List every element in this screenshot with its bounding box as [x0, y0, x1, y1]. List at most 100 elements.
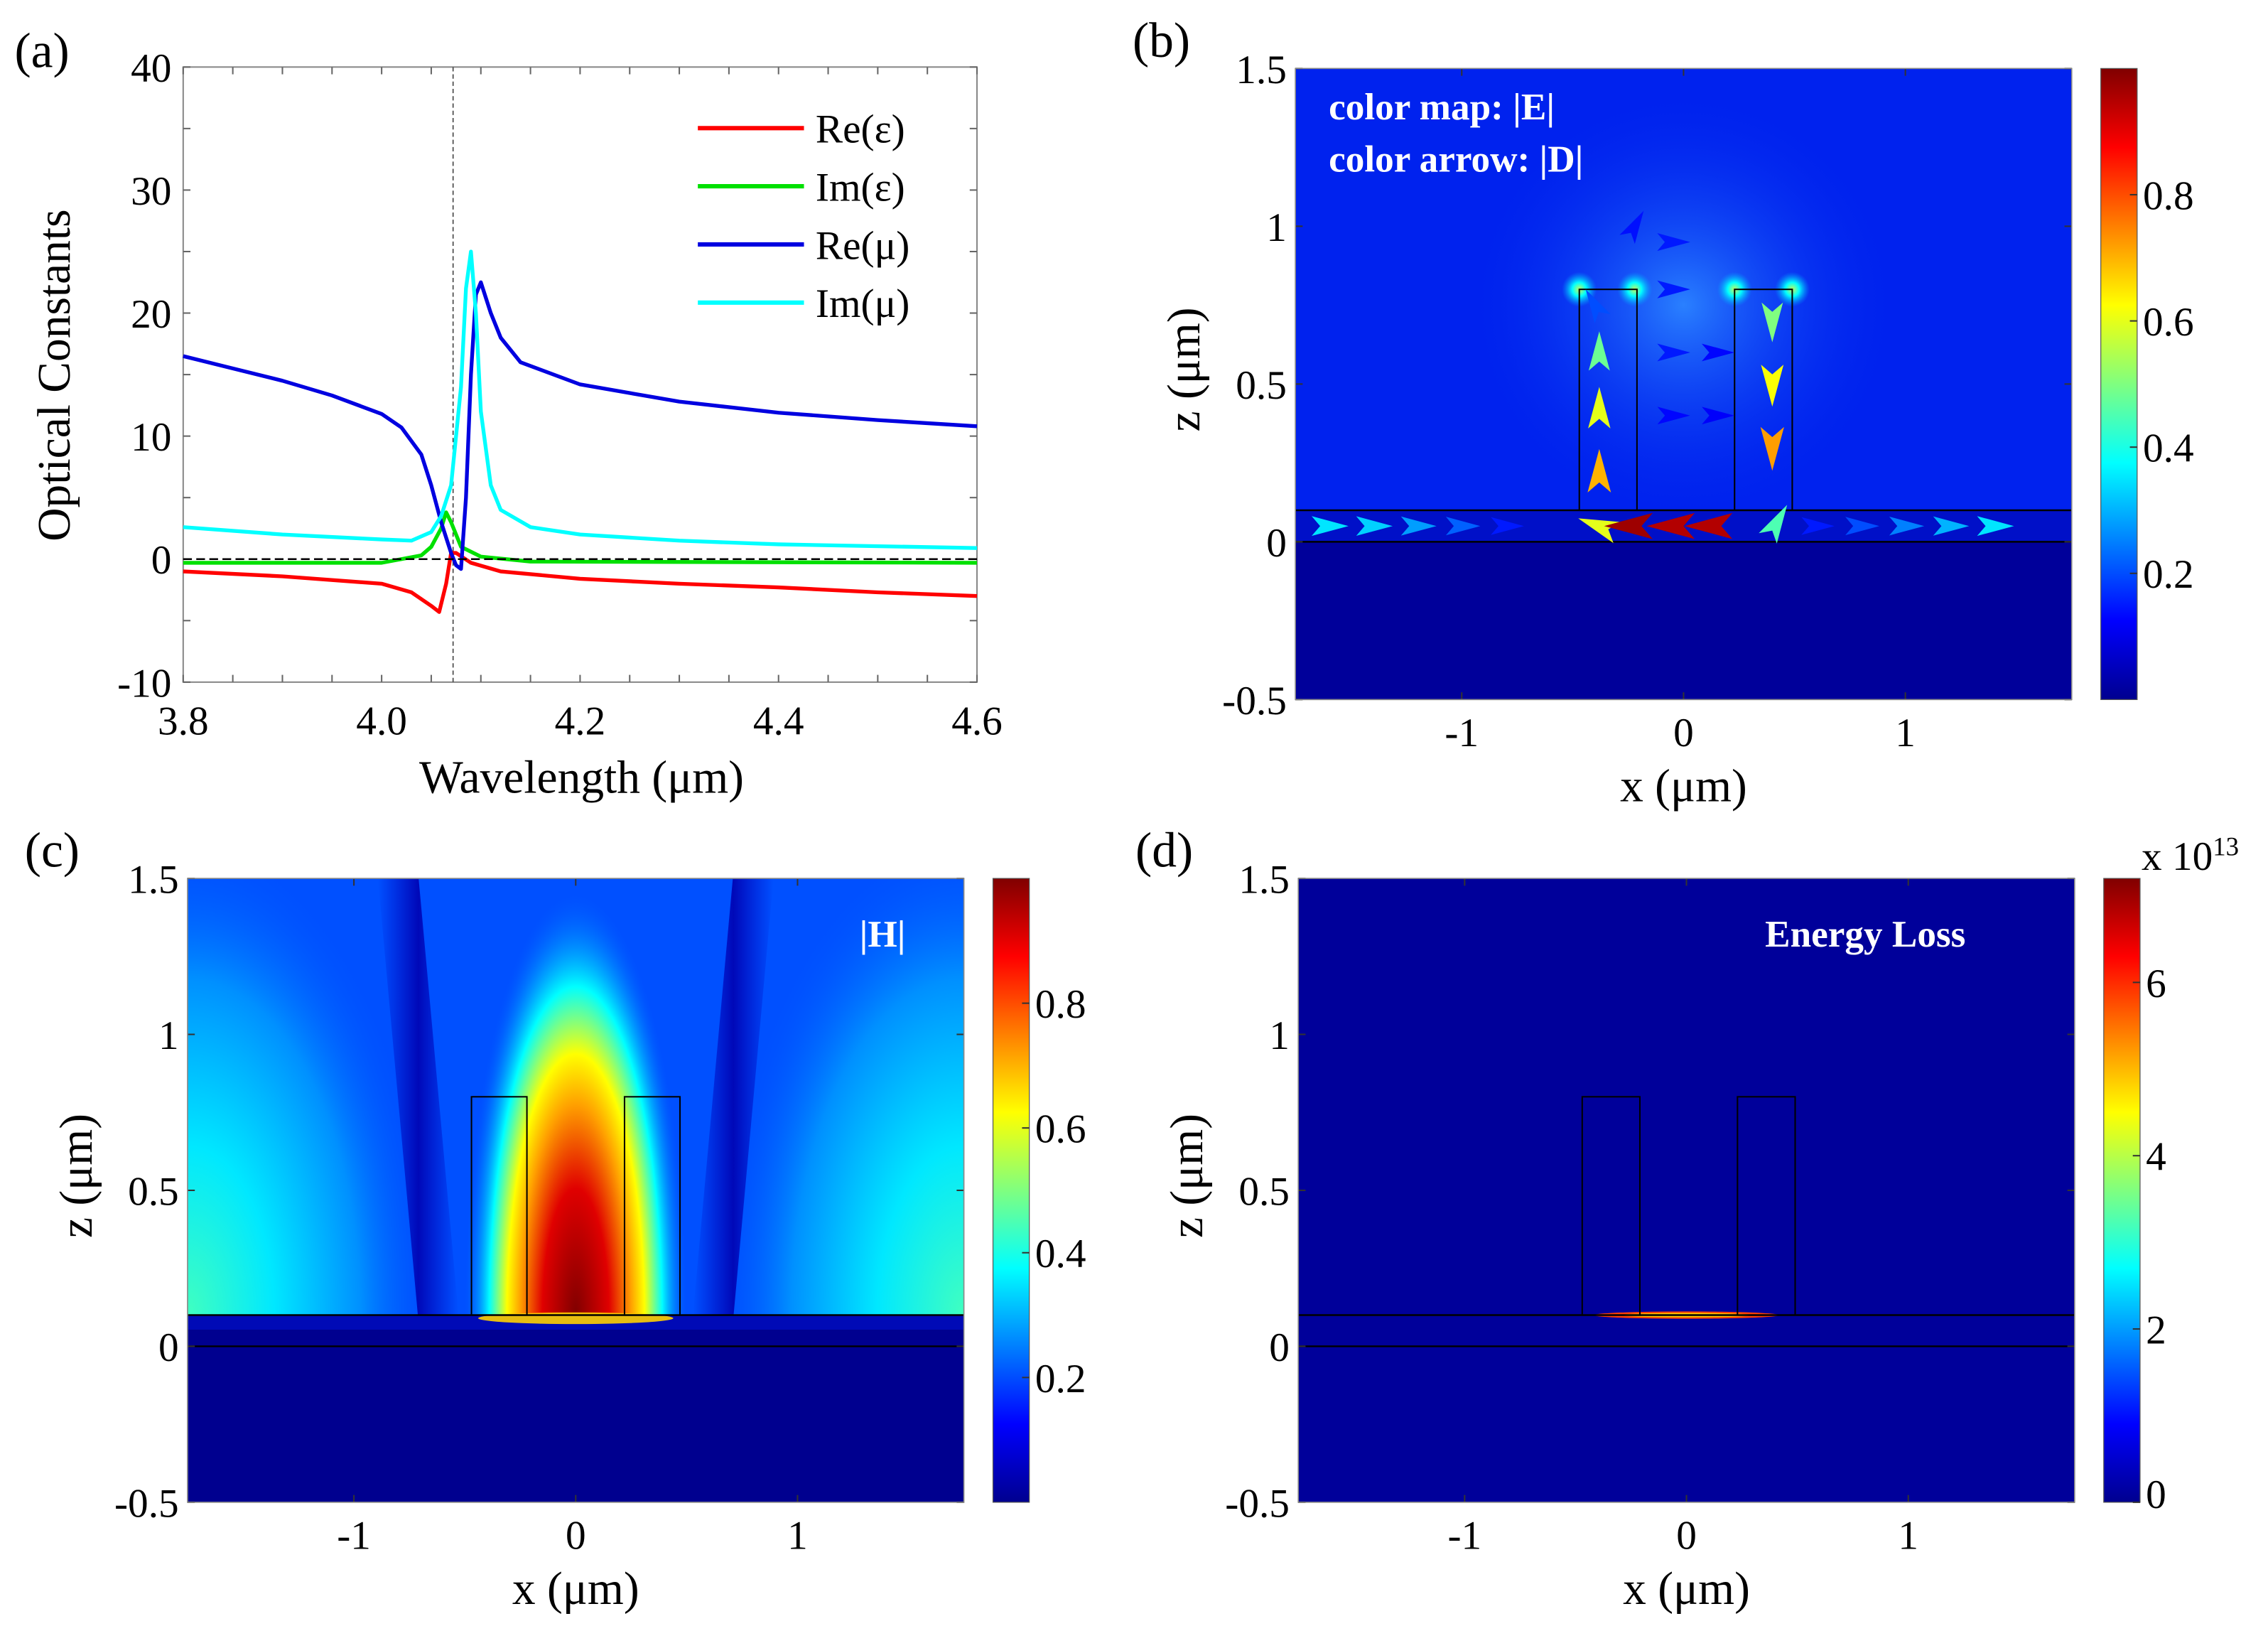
field-arrow	[1977, 516, 2014, 537]
plot-frame	[1297, 878, 2075, 1503]
field-arrow	[1587, 448, 1611, 492]
y-tick-label: 10	[131, 415, 171, 460]
y-tick-label: 1.5	[1238, 858, 1290, 903]
series-line-Re(μ)	[183, 280, 978, 571]
field-arrow	[1889, 516, 1925, 536]
colorbar-multiplier: x 1013	[2142, 831, 2239, 878]
panel-b: -1 0 1 -0.5 0 0.5 1 1.5 color map: |E| color arro…	[1133, 14, 2194, 812]
field-arrow	[1933, 516, 1970, 536]
x-tick-label: 4.2	[555, 699, 606, 744]
field-arrow	[1761, 302, 1783, 343]
field-arrow	[1491, 517, 1524, 535]
field-interface-hotspot	[477, 1312, 674, 1325]
panel-label: (a)	[14, 23, 69, 78]
y-tick-label: 0	[158, 1325, 179, 1370]
field-arrow	[1657, 406, 1690, 425]
colorbar	[2103, 878, 2141, 1503]
field-arrow	[1702, 343, 1735, 362]
annotation-color-map: color map: |E|	[1329, 86, 1555, 128]
field-arrow	[1657, 343, 1690, 362]
y-tick-label: 0.5	[128, 1169, 179, 1214]
x-tick-label: 4.4	[753, 699, 804, 744]
y-tick-label: -0.5	[114, 1481, 179, 1526]
colorbar-tick-label: 0.2	[2143, 552, 2194, 597]
x-tick-label: 1	[1895, 711, 1916, 755]
annotation-field: Energy Loss	[1765, 913, 1965, 955]
field-map	[187, 878, 964, 1315]
x-axis-label: x (μm)	[1623, 1563, 1750, 1615]
colorbar	[2100, 68, 2138, 701]
field-arrow	[1585, 289, 1611, 323]
y-axis-label: z (μm)	[1159, 307, 1210, 431]
panel-c: -1 0 1 -0.5 0 0.5 1 1.5 |H| 0.2 0.4 0.6 0.8 (c) x (μm)…	[25, 824, 1086, 1615]
y-axis-label: z (μm)	[1162, 1114, 1213, 1238]
series-line-Re(ε)	[183, 551, 978, 614]
colorbar-tick-label: 6	[2146, 962, 2166, 1006]
y-tick-label: 0	[1269, 1325, 1290, 1370]
y-tick-label: 1.5	[1236, 48, 1287, 92]
x-axis-label: x (μm)	[1620, 761, 1747, 812]
panel-label: (b)	[1133, 14, 1190, 68]
field-arrow	[1646, 512, 1695, 539]
y-axis-label: Optical Constants	[29, 209, 80, 541]
x-tick-label: -1	[337, 1513, 371, 1558]
x-axis-label: Wavelength (μm)	[419, 752, 744, 803]
field-arrow	[1761, 365, 1784, 407]
field-arrow	[1356, 516, 1393, 537]
y-axis-label: z (μm)	[51, 1114, 102, 1238]
x-tick-label: 0	[566, 1513, 586, 1558]
field-arrow	[1604, 512, 1653, 539]
colorbar	[992, 878, 1030, 1503]
y-tick-label: -10	[117, 661, 171, 706]
y-tick-label: 0.5	[1236, 363, 1287, 408]
annotation-field: |H|	[860, 913, 906, 955]
legend-label: Im(ε)	[816, 166, 905, 210]
colorbar-tick-label: 0.2	[1035, 1357, 1086, 1401]
y-tick-label: 1	[158, 1013, 179, 1058]
field-arrow	[1684, 512, 1733, 539]
x-tick-label: -1	[1444, 711, 1479, 755]
y-tick-label: 1	[1266, 205, 1287, 250]
x-tick-label: 4.6	[951, 699, 1003, 744]
colorbar-tick-label: 2	[2146, 1308, 2166, 1353]
y-tick-label: 40	[131, 46, 171, 91]
field-arrow	[1845, 517, 1879, 536]
colorbar-tick-label: 4	[2146, 1135, 2166, 1180]
colorbar-multiplier-exponent: 13	[2213, 831, 2239, 861]
colorbar-tick-label: 0.6	[2143, 300, 2194, 345]
field-node-left	[377, 878, 459, 1315]
y-tick-label: 30	[131, 169, 171, 214]
y-tick-label: 0	[1266, 521, 1287, 566]
x-tick-label: -1	[1447, 1513, 1481, 1558]
annotation-color-arrow: color arrow: |D|	[1329, 139, 1583, 181]
field-arrow	[1702, 406, 1734, 425]
y-tick-label: 0.5	[1238, 1169, 1290, 1214]
field-arrow	[1588, 331, 1610, 371]
x-tick-label: 3.8	[158, 699, 209, 744]
field-glow	[1465, 87, 1902, 524]
field-arrow	[1760, 426, 1784, 471]
colorbar-tick-label: 0.6	[1035, 1107, 1086, 1152]
field-arrow	[1657, 280, 1690, 298]
field-arrow	[1759, 505, 1788, 544]
substrate-field	[187, 1315, 964, 1502]
field-arrow	[1400, 516, 1437, 536]
y-tick-label: 0	[151, 538, 172, 583]
field-node-right	[693, 878, 774, 1315]
field-map	[1298, 878, 2075, 1502]
y-tick-label: -0.5	[1225, 1481, 1290, 1526]
x-axis-label: x (μm)	[512, 1563, 639, 1615]
legend-label: Re(ε)	[816, 107, 905, 152]
x-tick-label: 4.0	[356, 699, 407, 744]
substrate-field	[1295, 542, 2072, 700]
field-arrow	[1588, 387, 1611, 429]
panel-a: 3.8 4.0 4.2 4.4 4.6 -10 0 10 20 30 40 Re(ε) Im(ε) Re(…	[14, 23, 1002, 803]
field-arrow	[1801, 517, 1835, 535]
y-tick-label: -0.5	[1222, 679, 1287, 723]
x-tick-label: 1	[787, 1513, 808, 1558]
colorbar-tick-label: 0.4	[1035, 1232, 1086, 1276]
colorbar-tick-label: 0.8	[1035, 982, 1086, 1027]
field-arrow	[1312, 516, 1349, 537]
y-tick-label: 1	[1269, 1013, 1290, 1058]
